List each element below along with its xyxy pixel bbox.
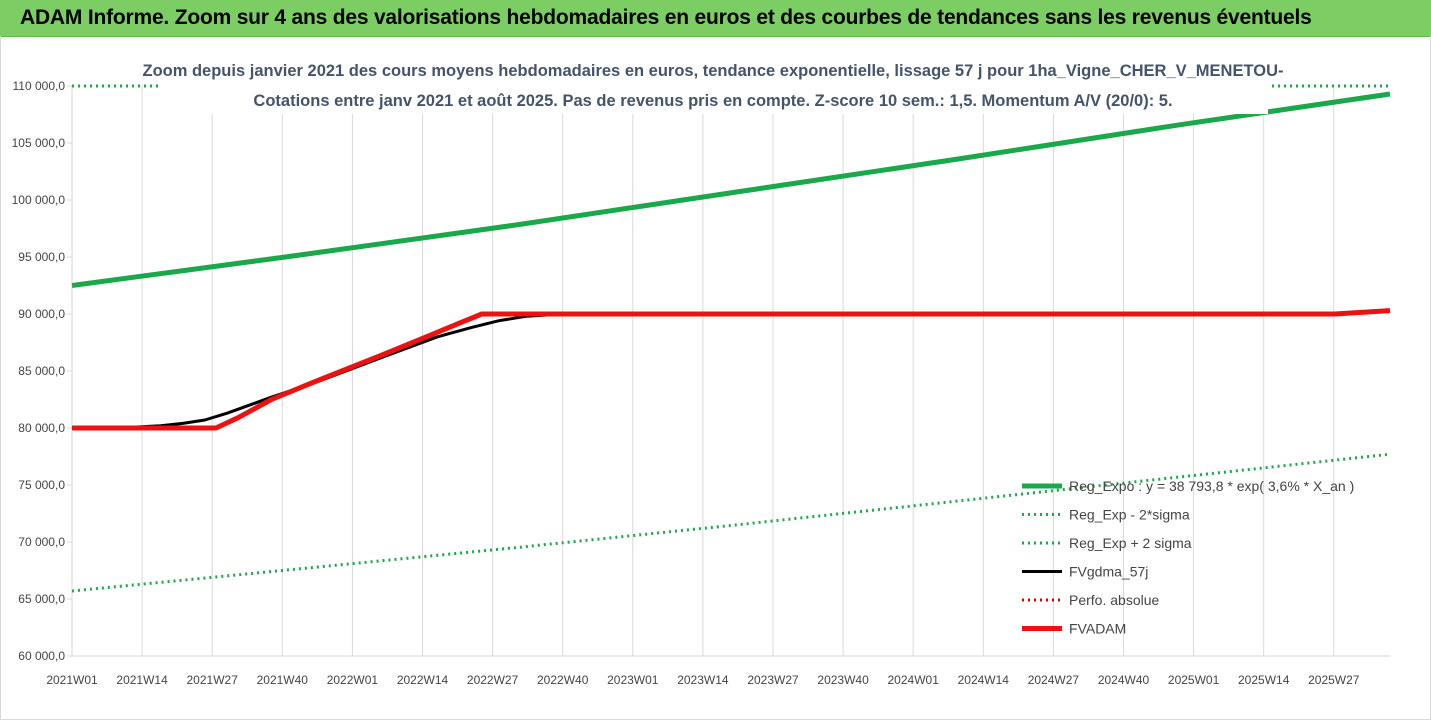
report-banner: ADAM Informe. Zoom sur 4 ans des valoris…	[0, 0, 1431, 37]
y-tick-label: 95 000,0	[18, 250, 65, 264]
legend: Reg_Expo : y = 38 793,8 * exp( 3,6% * X_…	[1018, 472, 1354, 637]
y-axis: 60 000,0 65 000,0 70 000,0 75 000,0 80 000,0…	[12, 79, 73, 663]
x-tick-label: 2021W14	[116, 673, 168, 687]
y-tick-label: 75 000,0	[18, 478, 65, 492]
y-tick-label: 105 000,0	[12, 136, 66, 150]
chart-title: Zoom depuis janvier 2021 des cours moyen…	[142, 62, 1283, 80]
x-tick-label: 2024W27	[1028, 673, 1080, 687]
x-tick-label: 2021W27	[187, 673, 239, 687]
series-line	[72, 308, 1391, 431]
legend-label: FVgdma_57j	[1069, 564, 1148, 580]
x-tick-label: 2023W40	[817, 673, 869, 687]
x-tick-label: 2021W40	[257, 673, 309, 687]
x-tick-label: 2022W01	[327, 673, 379, 687]
y-tick-label: 110 000,0	[13, 79, 66, 93]
x-tick-label: 2022W14	[397, 673, 449, 687]
x-tick-label: 2025W14	[1238, 673, 1290, 687]
y-tick-label: 60 000,0	[18, 649, 65, 663]
x-tick-label: 2021W01	[46, 673, 98, 687]
y-tick-label: 65 000,0	[18, 592, 65, 606]
legend-label: Reg_Exp + 2 sigma	[1069, 535, 1192, 551]
series-line	[71, 91, 1391, 288]
y-tick-label: 90 000,0	[18, 307, 65, 321]
y-tick-label: 80 000,0	[18, 421, 65, 435]
x-tick-label: 2023W14	[677, 673, 729, 687]
grid-lines	[71, 86, 1335, 656]
x-tick-label: 2025W27	[1308, 673, 1360, 687]
x-tick-label: 2024W40	[1098, 673, 1150, 687]
legend-anchor	[1018, 472, 1022, 476]
x-tick-label: 2025W01	[1168, 673, 1220, 687]
series-lines	[71, 84, 1391, 593]
y-tick-label: 85 000,0	[18, 364, 65, 378]
legend-label: Reg_Exp - 2*sigma	[1069, 507, 1190, 523]
x-tick-label: 2023W01	[607, 673, 659, 687]
x-tick-label: 2022W27	[467, 673, 519, 687]
report-title: ADAM Informe. Zoom sur 4 ans des valoris…	[20, 6, 1312, 29]
series-line	[71, 452, 1391, 593]
y-tick-label: 70 000,0	[18, 535, 65, 549]
x-tick-label: 2022W40	[537, 673, 589, 687]
legend-label: Reg_Expo : y = 38 793,8 * exp( 3,6% * X_…	[1069, 478, 1354, 494]
x-axis: 2021W01 2021W14 2021W27 2021W40 2022W01 2022W…	[46, 655, 1390, 687]
x-tick-label: 2023W27	[747, 673, 799, 687]
chart-subtitle: Cotations entre janv 2021 et août 2025. …	[253, 92, 1172, 110]
title-background	[158, 56, 1268, 114]
series-line	[72, 309, 1391, 430]
y-tick-label: 100 000,0	[12, 193, 66, 207]
legend-label: FVADAM	[1069, 621, 1126, 637]
x-tick-label: 2024W01	[888, 673, 940, 687]
x-tick-label: 2024W14	[958, 673, 1010, 687]
legend-label: Perfo. absolue	[1069, 592, 1159, 608]
